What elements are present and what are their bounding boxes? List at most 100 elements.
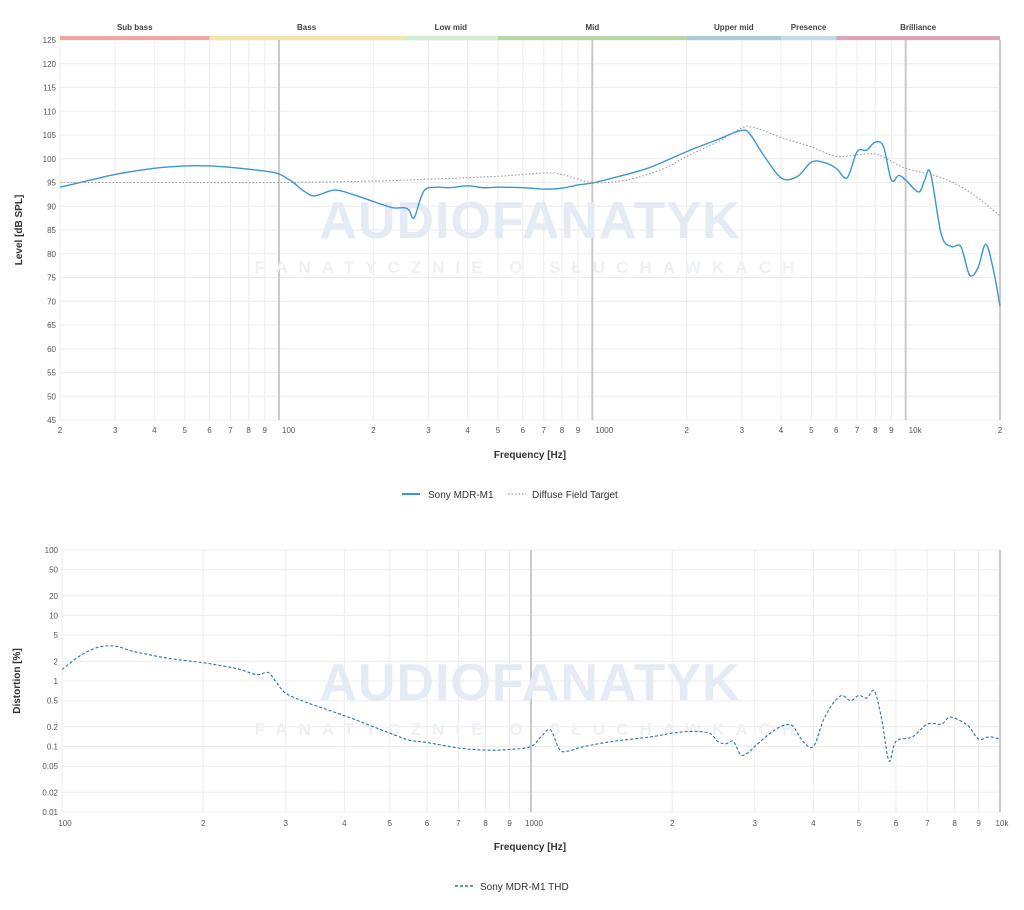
fr-band-bar	[780, 36, 837, 40]
fr-x-tick-label: 8	[560, 426, 565, 435]
thd-watermark-main: AUDIOFANATYK	[319, 654, 740, 712]
thd-x-tick-label: 3	[753, 819, 758, 828]
thd-x-tick-label: 2	[201, 819, 206, 828]
thd-y-tick-label: 0.05	[42, 762, 58, 771]
thd-legend: Sony MDR-M1 THD	[455, 882, 569, 893]
fr-series-line-target	[60, 125, 1001, 217]
thd-x-tick-label: 100	[58, 819, 72, 828]
fr-x-axis-title: Frequency [Hz]	[494, 450, 566, 461]
thd-x-tick-label: 9	[976, 819, 981, 828]
thd-y-tick-label: 0.02	[42, 788, 58, 797]
fr-watermark-sub: FANATYCZNIE O SŁUCHAWKACH	[255, 258, 805, 277]
thd-y-tick-labels: 0.01 0.02 0.05 0.1 0.2 0.5 1 2 5 10 20 50 100	[42, 546, 58, 817]
fr-y-tick-label: 80	[47, 250, 56, 259]
fr-x-tick-label: 9	[576, 426, 581, 435]
fr-series-line-measurement	[59, 129, 1001, 307]
fr-x-tick-label: 100	[282, 426, 296, 435]
fr-y-tick-label: 85	[47, 226, 56, 235]
thd-y-axis-title: Distortion [%]	[12, 648, 23, 714]
fr-y-tick-label: 60	[47, 345, 56, 354]
fr-x-tick-labels: 2 3 4 5 6 7 8 9 100 2 3 4 5 6 7 8 9 1000 2 3 4 5 6 7 8 9 10k 2	[58, 426, 1003, 435]
fr-band-bar	[209, 36, 404, 40]
fr-x-tick-label: 7	[228, 426, 233, 435]
thd-grid	[61, 549, 1001, 813]
fr-y-tick-label: 55	[47, 369, 56, 378]
thd-x-tick-label: 6	[425, 819, 430, 828]
fr-x-tick-label: 8	[246, 426, 251, 435]
thd-y-tick-label: 2	[54, 657, 59, 666]
fr-grid	[59, 39, 1001, 421]
fr-x-tick-label: 8	[873, 426, 878, 435]
thd-x-tick-label: 8	[952, 819, 957, 828]
thd-x-tick-label: 9	[507, 819, 512, 828]
thd-x-tick-label: 1000	[525, 819, 543, 828]
fr-legend-label: Diffuse Field Target	[532, 490, 618, 501]
fr-y-tick-label: 50	[47, 392, 56, 401]
fr-x-tick-label: 10k	[909, 426, 923, 435]
fr-band-bar	[403, 36, 499, 40]
fr-x-tick-label: 7	[855, 426, 860, 435]
distortion-chart: AUDIOFANATYK FANATYCZNIE O SŁUCHAWKACH 0…	[12, 546, 1009, 893]
thd-x-tick-label: 5	[388, 819, 393, 828]
thd-x-tick-label: 5	[857, 819, 862, 828]
fr-y-tick-label: 45	[47, 416, 56, 425]
fr-y-tick-label: 125	[43, 36, 57, 45]
fr-x-tick-label: 1000	[595, 426, 613, 435]
thd-x-tick-label: 7	[456, 819, 461, 828]
fr-x-tick-label: 2	[371, 426, 376, 435]
fr-band-label: Brilliance	[900, 23, 937, 32]
fr-band-bar	[836, 36, 1000, 40]
thd-x-tick-label: 2	[670, 819, 675, 828]
fr-frequency-bands: Sub bass Bass Low mid Mid Upper mid Presence B…	[60, 23, 1000, 40]
thd-series-line	[61, 645, 1001, 762]
fr-series-lines	[59, 125, 1001, 307]
fr-y-tick-label: 70	[47, 297, 56, 306]
thd-x-tick-label: 10k	[996, 819, 1010, 828]
thd-series-lines	[61, 645, 1001, 762]
thd-legend-label: Sony MDR-M1 THD	[480, 882, 569, 893]
thd-y-tick-label: 0.5	[47, 697, 59, 706]
thd-y-tick-label: 0.1	[47, 743, 59, 752]
fr-watermark-main: AUDIOFANATYK	[319, 192, 740, 250]
fr-legend: Sony MDR-M1 Diffuse Field Target	[402, 490, 618, 501]
fr-x-tick-label: 6	[207, 426, 212, 435]
thd-y-tick-label: 10	[49, 612, 58, 621]
fr-y-tick-label: 120	[43, 60, 57, 69]
fr-y-tick-labels: 45 50 55 60 65 70 75 80 85 90 95 100 105 110 115 120 125	[43, 36, 57, 425]
frequency-response-chart: Sub bass Bass Low mid Mid Upper mid Presence B…	[14, 23, 1003, 501]
fr-x-tick-label: 6	[834, 426, 839, 435]
thd-y-tick-label: 1	[54, 677, 59, 686]
fr-x-tick-label: 9	[262, 426, 267, 435]
thd-watermark-sub: FANATYCZNIE O SŁUCHAWKACH	[255, 720, 805, 739]
fr-band-label: Low mid	[435, 23, 468, 32]
fr-x-tick-label: 2	[58, 426, 63, 435]
fr-x-tick-label: 5	[182, 426, 187, 435]
thd-y-tick-label: 50	[49, 566, 58, 575]
fr-y-tick-label: 75	[47, 274, 56, 283]
fr-x-tick-label: 4	[779, 426, 784, 435]
thd-y-tick-label: 0.2	[47, 723, 59, 732]
thd-x-tick-label: 6	[894, 819, 899, 828]
fr-band-label: Presence	[791, 23, 827, 32]
fr-band-label: Sub bass	[117, 23, 153, 32]
fr-watermark: AUDIOFANATYK FANATYCZNIE O SŁUCHAWKACH	[255, 192, 805, 277]
thd-y-tick-label: 100	[45, 546, 59, 555]
fr-y-tick-label: 90	[47, 202, 56, 211]
fr-band-label: Bass	[297, 23, 317, 32]
thd-x-tick-labels: 100 2 3 4 5 6 7 8 9 1000 2 3 4 5 6 7 8 9 10k	[58, 819, 1009, 828]
thd-watermark: AUDIOFANATYK FANATYCZNIE O SŁUCHAWKACH	[255, 654, 805, 739]
fr-x-tick-label: 5	[809, 426, 814, 435]
fr-x-tick-label: 3	[740, 426, 745, 435]
fr-x-tick-label: 3	[113, 426, 118, 435]
fr-y-tick-label: 115	[43, 84, 56, 93]
fr-y-axis-title: Level [dB SPL]	[14, 195, 25, 266]
thd-y-tick-label: 20	[49, 592, 58, 601]
fr-x-tick-label: 3	[426, 426, 431, 435]
thd-x-tick-label: 3	[284, 819, 289, 828]
fr-y-tick-label: 95	[47, 179, 56, 188]
fr-x-tick-label: 2	[684, 426, 689, 435]
fr-band-bar	[686, 36, 781, 40]
fr-x-tick-label: 6	[521, 426, 526, 435]
fr-band-label: Upper mid	[714, 23, 754, 32]
